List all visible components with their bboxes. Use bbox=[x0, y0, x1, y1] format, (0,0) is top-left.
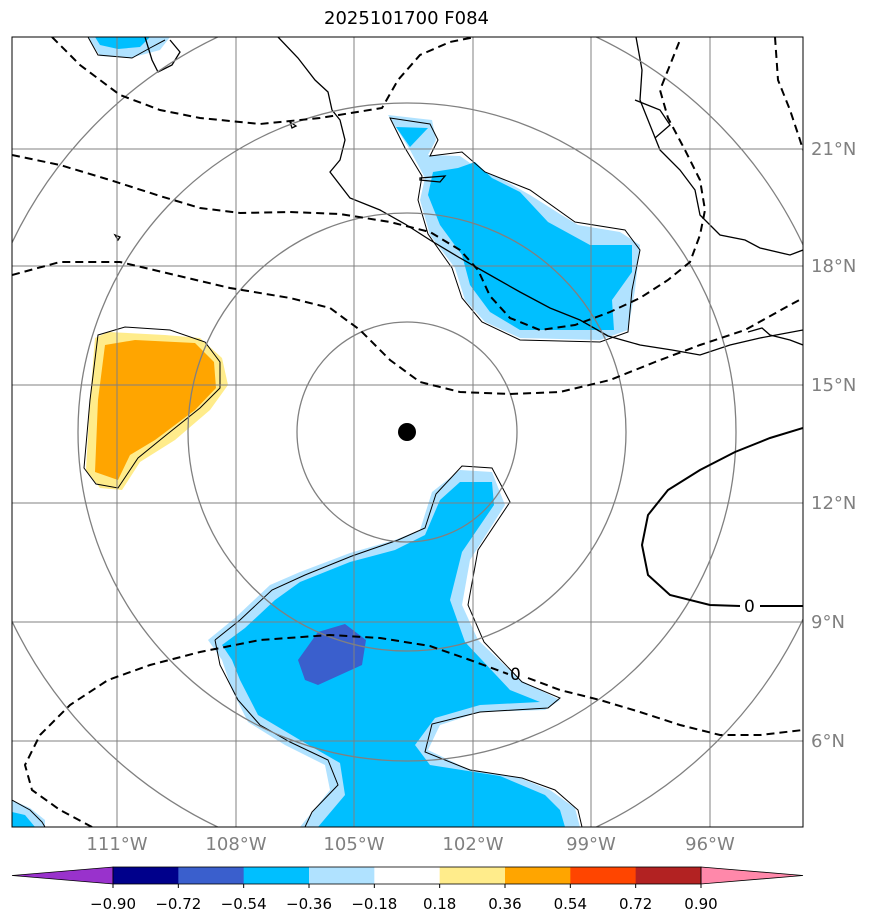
colorbar-frame bbox=[112, 866, 702, 885]
colorbar-tick-label: −0.54 bbox=[221, 895, 267, 913]
latitude-labels: 21°N 18°N 15°N 12°N 9°N 6°N bbox=[811, 139, 856, 752]
colorbar-segment bbox=[178, 867, 245, 884]
lat-label: 9°N bbox=[811, 612, 845, 633]
map-frame bbox=[11, 36, 804, 828]
colorbar: −0.90 −0.72 −0.54 −0.36 −0.18 0.18 0.36 0.54 0.7… bbox=[11, 866, 804, 913]
colorbar-tick-label: −0.72 bbox=[155, 895, 201, 913]
colorbar-tick-label: −0.18 bbox=[351, 895, 397, 913]
colorbar-segment bbox=[374, 867, 441, 884]
lon-label: 96°W bbox=[685, 834, 735, 855]
contour-label-zero-solid: 0 bbox=[744, 597, 755, 617]
coastlines bbox=[113, 37, 803, 356]
lon-label: 108°W bbox=[205, 834, 266, 855]
lon-label: 99°W bbox=[566, 834, 616, 855]
negative-field-strong bbox=[298, 624, 366, 685]
colorbar-extend-low bbox=[11, 866, 114, 885]
colorbar-tick-label: 0.54 bbox=[554, 895, 587, 913]
colorbar-tick-label: 0.90 bbox=[684, 895, 717, 913]
storm-center-marker bbox=[398, 423, 416, 441]
contour-label-zero-dashed: 0 bbox=[510, 665, 521, 685]
colorbar-segment bbox=[635, 867, 702, 884]
filled-anomaly-fields bbox=[12, 37, 640, 827]
colorbar-tick-label: 0.36 bbox=[488, 895, 521, 913]
lat-label: 15°N bbox=[811, 375, 856, 396]
dashed-contours bbox=[12, 37, 803, 827]
colorbar-tick-label: 0.72 bbox=[619, 895, 652, 913]
lat-label: 21°N bbox=[811, 139, 856, 160]
longitude-labels: 111°W 108°W 105°W 102°W 99°W 96°W bbox=[86, 834, 735, 855]
field-outlines bbox=[12, 37, 641, 827]
colorbar-segment bbox=[570, 867, 637, 884]
lat-label: 18°N bbox=[811, 256, 856, 277]
colorbar-segment bbox=[505, 867, 571, 884]
colorbar-tick-label: −0.90 bbox=[90, 895, 136, 913]
colorbar-segment bbox=[439, 867, 506, 884]
plot-title: 2025101700 F084 bbox=[324, 8, 489, 29]
lon-label: 102°W bbox=[442, 834, 503, 855]
lat-label: 12°N bbox=[811, 493, 856, 514]
lon-label: 111°W bbox=[86, 834, 147, 855]
colorbar-segment bbox=[243, 867, 310, 884]
colorbar-tick-label: 0.18 bbox=[423, 895, 456, 913]
zero-contour-solid bbox=[640, 427, 803, 607]
lat-label: 6°N bbox=[811, 731, 845, 752]
colorbar-segment bbox=[113, 867, 179, 884]
range-rings bbox=[12, 37, 803, 827]
colorbar-segment bbox=[309, 867, 375, 884]
colorbar-extend-high bbox=[700, 866, 804, 885]
colorbar-tick-label: −0.36 bbox=[286, 895, 332, 913]
lon-label: 105°W bbox=[323, 834, 384, 855]
latlon-grid bbox=[12, 37, 803, 827]
